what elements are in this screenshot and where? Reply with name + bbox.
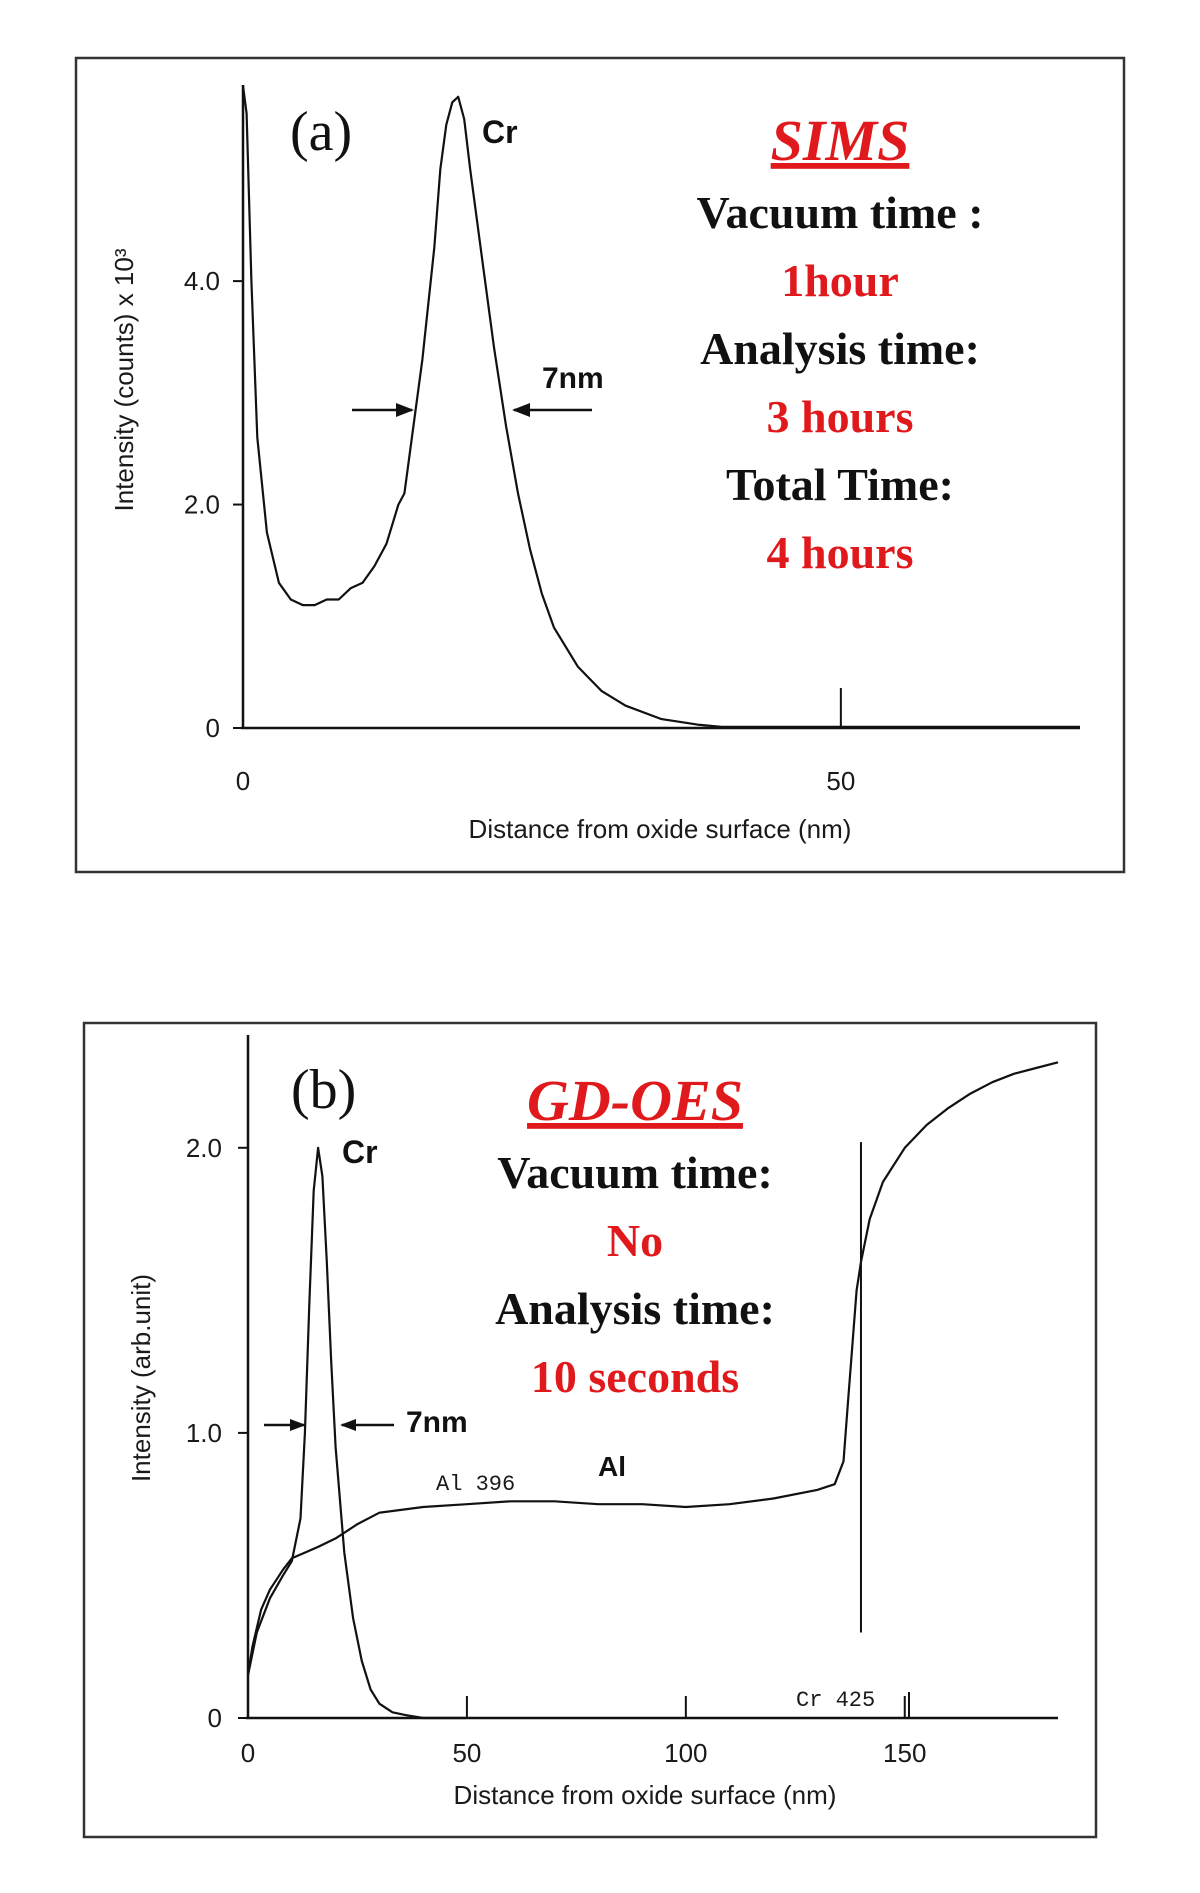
panel-a-info-line: Vacuum time : [696, 187, 983, 238]
panel-b: 0 1.0 2.0 0 50 100 150 (b) Cr 7nm Al 396 Al Cr… [82, 1021, 1098, 1839]
panel-b-info-block: GD-OES Vacuum time: No Analysis time: 10 sec… [495, 1068, 775, 1402]
panel-a-info-line: 4 hours [767, 527, 914, 578]
panel-a-y-tick-label: 0 [206, 713, 220, 743]
panel-b-al-channel: Al 396 [436, 1472, 515, 1497]
panel-a-y-label: Intensity (counts) x 10³ [109, 248, 139, 511]
panel-a-x-tick-label: 0 [236, 766, 250, 796]
panel-a-fwhm-label: 7nm [542, 362, 604, 395]
panel-b-y-tick-label: 2.0 [186, 1133, 222, 1163]
panel-b-y-label: Intensity (arb.unit) [126, 1274, 156, 1482]
panel-a-info-title: SIMS [771, 108, 910, 173]
panel-a-info-line: Analysis time: [700, 323, 980, 374]
panel-b-x-tick-label: 100 [664, 1738, 707, 1768]
panel-b-x-label: Distance from oxide surface (nm) [454, 1780, 837, 1810]
panel-b-y-tick-label: 0 [208, 1703, 222, 1733]
panel-b-frame [82, 1021, 1098, 1839]
panel-a-series-cr [241, 85, 1080, 728]
panel-a-fwhm-marker [352, 403, 592, 417]
panel-b-info-line: 10 seconds [531, 1351, 739, 1402]
panel-b-x-tick-label: 0 [241, 1738, 255, 1768]
panel-a-x-label: Distance from oxide surface (nm) [469, 814, 852, 844]
panel-a-info-block: SIMS Vacuum time : 1hour Analysis time: 3 ho… [696, 108, 983, 578]
panel-b-info-line: Vacuum time: [497, 1147, 773, 1198]
panel-b-fwhm-marker [264, 1419, 394, 1431]
panel-a-x-tick-label: 50 [826, 766, 855, 796]
panel-b-info-line: No [607, 1215, 663, 1266]
panel-b-series-cr [246, 1146, 467, 1720]
panel-b-fwhm-label: 7nm [406, 1406, 468, 1439]
panel-b-x-tick-label: 50 [452, 1738, 481, 1768]
panel-a-y-tick-label: 2.0 [184, 490, 220, 520]
panel-b-info-title: GD-OES [527, 1068, 743, 1133]
panel-b-info-line: Analysis time: [495, 1283, 775, 1334]
panel-a: 0 2.0 4.0 0 50 (a) Cr 7nm Distance from oxid… [74, 56, 1126, 874]
panel-a-peak-label: Cr [482, 114, 518, 150]
panel-b-x-tick-label: 150 [883, 1738, 926, 1768]
panel-a-y-tick-label: 4.0 [184, 266, 220, 296]
panel-a-info-line: 3 hours [767, 391, 914, 442]
panel-b-y-tick-label: 1.0 [186, 1418, 222, 1448]
panel-b-cr-channel: Cr 425 [796, 1688, 875, 1713]
panel-a-label: (a) [290, 101, 352, 163]
panel-a-frame [74, 56, 1126, 874]
panel-b-peak-label: Cr [342, 1134, 378, 1170]
panel-a-ticks: 0 2.0 4.0 0 50 [184, 266, 855, 796]
panel-b-al-label: Al [598, 1451, 626, 1482]
panel-b-label: (b) [291, 1059, 356, 1121]
panel-a-info-line: 1hour [781, 255, 899, 306]
panel-a-info-line: Total Time: [726, 459, 954, 510]
panel-b-ticks: 0 1.0 2.0 0 50 100 150 [186, 1133, 927, 1768]
panel-b-series-al [246, 1061, 1059, 1676]
